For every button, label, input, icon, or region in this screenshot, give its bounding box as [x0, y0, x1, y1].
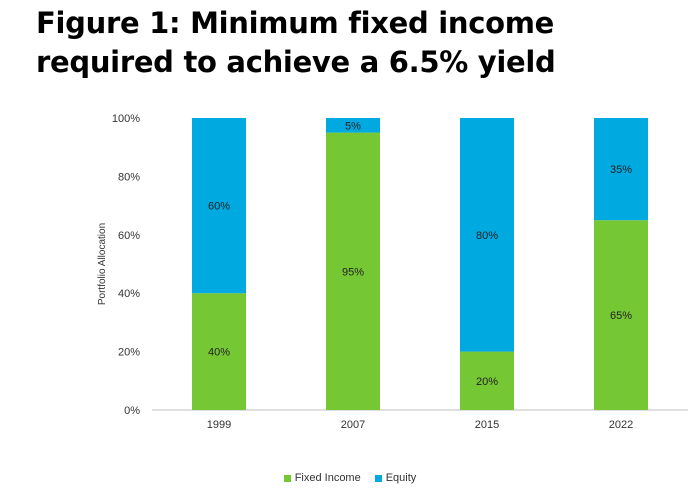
- y-tick-label: 80%: [118, 171, 140, 183]
- x-tick-label: 1999: [207, 419, 231, 431]
- chart-legend: Fixed Income Equity: [0, 472, 700, 484]
- legend-swatch-equity: [374, 474, 382, 482]
- bar-fixed-income: [460, 351, 514, 410]
- y-axis-label: Portfolio Allocation: [97, 223, 108, 305]
- y-tick-label: 100%: [112, 113, 140, 125]
- data-label: 5%: [345, 120, 361, 132]
- data-label: 40%: [208, 347, 230, 359]
- x-tick-label: 2007: [341, 419, 365, 431]
- data-label: 60%: [208, 201, 230, 213]
- y-tick-label: 0%: [124, 405, 140, 417]
- data-label: 65%: [610, 310, 632, 322]
- bar-equity: [326, 118, 380, 133]
- data-label: 35%: [610, 164, 632, 176]
- legend-label-fixed-income: Fixed Income: [294, 472, 361, 484]
- legend-label-equity: Equity: [385, 472, 417, 484]
- bar-fixed-income: [326, 132, 380, 410]
- bar-equity: [594, 118, 648, 221]
- bar-fixed-income: [594, 220, 648, 410]
- x-tick-label: 2015: [475, 419, 499, 431]
- y-tick-label: 20%: [118, 347, 140, 359]
- chart-title: Figure 1: Minimum fixed income required …: [36, 6, 556, 79]
- y-tick-label: 60%: [118, 230, 140, 242]
- legend-item-fixed-income: Fixed Income: [283, 472, 361, 484]
- data-label: 80%: [476, 230, 498, 242]
- bar-fixed-income: [192, 293, 246, 410]
- bar-equity: [460, 118, 514, 352]
- data-label: 95%: [342, 266, 364, 278]
- data-label: 20%: [476, 376, 498, 388]
- bar-equity: [192, 118, 246, 294]
- legend-item-equity: Equity: [374, 472, 417, 484]
- x-tick-label: 2022: [609, 419, 633, 431]
- legend-swatch-fixed-income: [283, 474, 291, 482]
- y-tick-label: 40%: [118, 288, 140, 300]
